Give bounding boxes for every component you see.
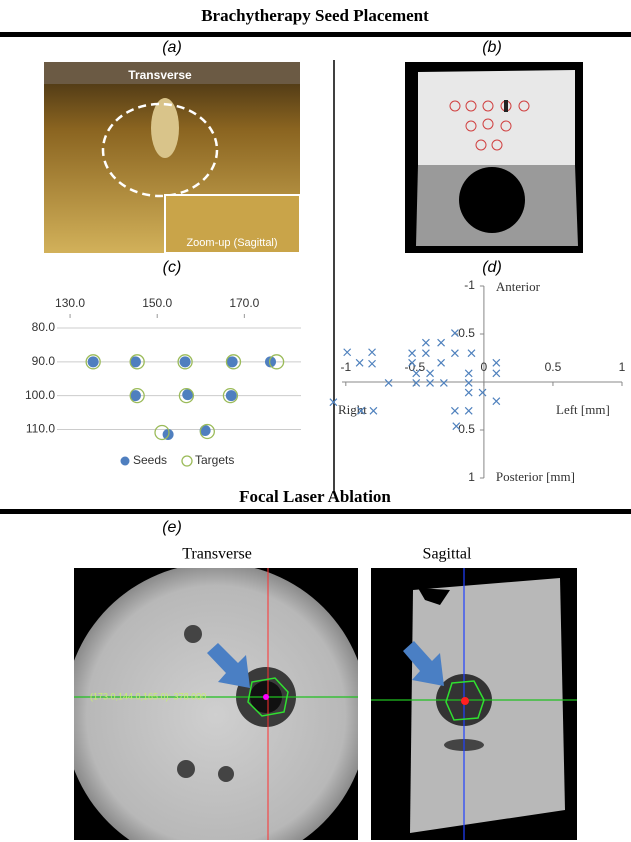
point — [465, 379, 472, 386]
point — [226, 390, 237, 401]
panel-label: (e) — [162, 519, 182, 536]
section-title: Focal Laser Ablation — [239, 487, 391, 506]
photo-label: Zoom-up (Sagittal) — [186, 237, 277, 249]
image-b — [405, 62, 583, 253]
point — [465, 370, 472, 377]
point — [413, 379, 420, 386]
point — [479, 389, 486, 396]
point — [468, 350, 475, 357]
y-tick-label: -0.5 — [454, 326, 475, 340]
x-tick-label: 1 — [619, 360, 626, 374]
point — [356, 359, 363, 366]
x-tick-label: 150.0 — [142, 296, 172, 310]
legend-label: Seeds — [133, 453, 167, 467]
axis-label: Left [mm] — [556, 402, 610, 417]
point — [438, 339, 445, 346]
point — [451, 350, 458, 357]
x-tick-label: 170.0 — [229, 296, 259, 310]
point — [422, 339, 429, 346]
point — [427, 379, 434, 386]
image-title: Sagittal — [423, 546, 472, 563]
y-tick-label: 0.5 — [458, 422, 475, 436]
x-tick-label: 130.0 — [55, 296, 85, 310]
point — [493, 370, 500, 377]
axis-label: Anterior — [496, 279, 541, 294]
y-tick-label: -1 — [464, 278, 475, 292]
point — [493, 398, 500, 405]
point — [465, 389, 472, 396]
point — [427, 370, 434, 377]
photo-label: Transverse — [128, 68, 192, 82]
point — [440, 379, 447, 386]
panel-label: (b) — [482, 39, 502, 56]
point — [369, 349, 376, 356]
section-title: Brachytherapy Seed Placement — [201, 6, 429, 25]
y-tick-label: 1 — [468, 470, 475, 484]
point — [422, 350, 429, 357]
image-title: Transverse — [182, 546, 252, 563]
legend-marker — [121, 457, 130, 466]
image-e-sagittal — [371, 568, 577, 840]
image-e-transverse: (173.0,144.0,165.0): 378.000 — [64, 563, 368, 842]
y-tick-label: 100.0 — [25, 388, 55, 402]
y-tick-label: 80.0 — [32, 320, 56, 334]
divider — [0, 509, 631, 514]
point — [409, 350, 416, 357]
point — [344, 349, 351, 356]
point — [451, 407, 458, 414]
point — [465, 407, 472, 414]
x-tick-label: 0 — [481, 360, 488, 374]
legend-label: Targets — [195, 453, 234, 467]
point — [370, 407, 377, 414]
overlay-text: (173.0,144.0,165.0): 378.000 — [90, 691, 206, 701]
panel-label: (c) — [163, 259, 182, 276]
divider — [0, 32, 631, 37]
x-tick-label: -1 — [340, 360, 351, 374]
panel-label: (a) — [162, 39, 182, 56]
point — [369, 360, 376, 367]
photo-a: Transverse Zoom-up (Sagittal) — [44, 62, 300, 253]
y-tick-label: 90.0 — [32, 354, 56, 368]
point — [88, 356, 99, 367]
point — [438, 359, 445, 366]
point — [180, 356, 191, 367]
point — [493, 359, 500, 366]
x-tick-label: 0.5 — [545, 360, 562, 374]
y-tick-label: 110.0 — [26, 422, 55, 436]
axis-label: Posterior [mm] — [496, 469, 575, 484]
legend-marker — [182, 456, 192, 466]
figure: Brachytherapy Seed Placement (a) (b) (c)… — [0, 0, 631, 842]
panel-label: (d) — [482, 259, 502, 276]
point — [385, 379, 392, 386]
